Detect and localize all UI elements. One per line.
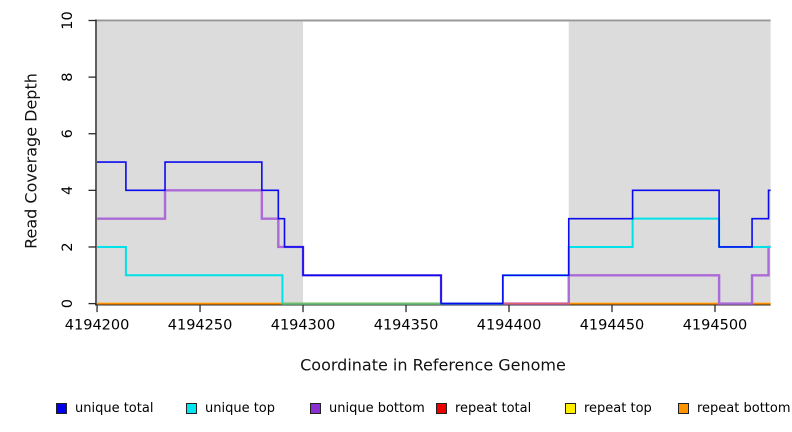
legend-swatch-icon: [56, 402, 67, 414]
legend-item-repeat-total: repeat total: [436, 399, 531, 417]
legend-item-repeat-top: repeat top: [565, 399, 652, 417]
legend-label: unique bottom: [329, 400, 425, 416]
legend-swatch-icon: [678, 402, 689, 414]
shaded-region: [95, 21, 304, 306]
legend-label: unique top: [205, 400, 276, 416]
y-tick-label: 4: [60, 186, 76, 195]
legend-swatch-icon: [436, 402, 447, 414]
legend-label: unique total: [75, 400, 154, 416]
legend-swatch-icon: [565, 402, 576, 414]
y-tick-label: 10: [60, 11, 76, 29]
legend-item-repeat-bottom: repeat bottom: [678, 399, 791, 417]
x-tick-label: 4194350: [374, 318, 439, 334]
shaded-region: [568, 21, 771, 306]
x-tick-label: 4194500: [683, 318, 748, 334]
x-axis-label: Coordinate in Reference Genome: [300, 355, 566, 375]
x-tick-label: 4194450: [580, 318, 645, 334]
x-tick-label: 4194400: [477, 318, 542, 334]
legend-label: repeat total: [455, 400, 532, 416]
y-tick-label: 8: [60, 73, 76, 82]
y-tick-label: 2: [60, 242, 76, 251]
y-axis-label: Read Coverage Depth: [21, 73, 41, 249]
legend-label: repeat top: [584, 400, 652, 416]
legend: unique total unique top unique bottom re…: [0, 399, 792, 419]
legend-item-unique-top: unique top: [186, 399, 275, 417]
plot-area: 4194200 4194250 4194300 4194350 4194400 41944…: [60, 11, 771, 334]
x-tick-label: 4194250: [168, 318, 233, 334]
y-tick-label: 6: [60, 129, 76, 138]
x-tick-label: 4194300: [271, 318, 336, 334]
series-line-unique-total: [97, 161, 771, 305]
legend-swatch-icon: [186, 402, 197, 414]
x-tick-label: 4194200: [65, 318, 130, 334]
legend-item-unique-total: unique total: [56, 399, 153, 417]
legend-swatch-icon: [310, 402, 321, 414]
y-tick-label: 0: [60, 299, 76, 308]
legend-label: repeat bottom: [697, 400, 791, 416]
legend-item-unique-bottom: unique bottom: [310, 399, 425, 417]
